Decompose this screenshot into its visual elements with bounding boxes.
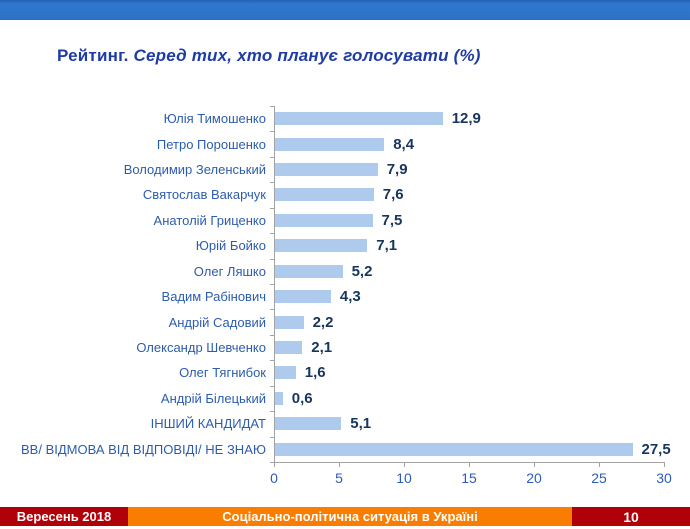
y-axis-line [274,106,275,462]
category-label: Юлія Тимошенко [163,111,266,127]
chart-row: Андрій Білецький 0,6 [0,386,690,411]
y-axis-tick [270,233,274,235]
page-title: Рейтинг. Серед тих, хто планує голосуват… [57,46,657,66]
x-axis-line [270,462,665,463]
value-label: 7,9 [386,161,408,179]
bar [275,315,304,329]
footer-page-number: 10 [572,507,690,526]
value-label: 5,2 [351,262,373,280]
bar [275,442,633,456]
x-axis-tick [664,463,665,467]
bar [275,213,373,227]
chart-row: Олександр Шевченко 2,1 [0,335,690,360]
value-label: 7,5 [381,211,403,229]
bar [275,112,443,126]
y-axis-tick [270,360,274,362]
value-label: 8,4 [393,135,415,153]
chart-row: Володимир Зеленський 7,9 [0,157,690,182]
bar [275,239,368,253]
category-label: Петро Порошенко [156,136,266,152]
bar [275,391,283,405]
chart-row: Олег Тягнибок 1,6 [0,360,690,385]
x-axis-tick-label: 20 [526,470,542,486]
category-label: Анатолій Гриценко [153,212,266,228]
x-axis-tick [339,463,340,467]
x-axis-tick [534,463,535,467]
y-axis-tick [270,207,274,209]
category-label: Вадим Рабінович [161,289,266,305]
value-label: 5,1 [350,415,372,433]
x-axis-tick [469,463,470,467]
value-label: 12,9 [451,110,481,128]
bar [275,417,342,431]
y-axis-tick [270,182,274,184]
rating-bar-chart: Юлія Тимошенко 12,9 Петро Порошенко 8,4 Воло… [0,106,690,496]
chart-row: Юрій Бойко 7,1 [0,233,690,258]
footer-date: Вересень 2018 [0,507,128,526]
footer-report-title: Соціально-політична ситуація в Україні [128,507,572,526]
bar [275,341,303,355]
bar [275,137,385,151]
category-label: ВВ/ ВІДМОВА ВІД ВІДПОВІДІ/ НЕ ЗНАЮ [21,441,266,457]
value-label: 27,5 [641,440,671,458]
y-axis-tick [270,411,274,413]
chart-row: Анатолій Гриценко 7,5 [0,208,690,233]
chart-row: Петро Порошенко 8,4 [0,131,690,156]
value-label: 7,1 [376,237,398,255]
category-label: Андрій Садовий [168,314,266,330]
title-lead: Рейтинг. [57,46,129,65]
value-label: 2,1 [311,339,333,357]
bar [275,163,378,177]
category-label: Олег Тягнибок [179,365,266,381]
chart-row: ВВ/ ВІДМОВА ВІД ВІДПОВІДІ/ НЕ ЗНАЮ 27,5 [0,437,690,462]
chart-row: Юлія Тимошенко 12,9 [0,106,690,131]
top-accent-bar [0,0,690,20]
y-axis-tick [270,131,274,133]
y-axis-tick [270,284,274,285]
bar [275,366,296,380]
x-axis-tick [404,463,405,467]
y-axis-tick [270,258,274,260]
category-label: Володимир Зеленський [123,162,266,178]
category-label: Святослав Вакарчук [142,187,266,203]
chart-row: Святослав Вакарчук 7,6 [0,182,690,207]
y-axis-tick [270,106,274,107]
bar [275,290,331,304]
value-label: 1,6 [304,364,326,382]
x-axis-tick [274,463,275,467]
value-label: 2,2 [312,313,334,331]
category-label: Олександр Шевченко [136,340,266,356]
chart-row: Вадим Рабінович 4,3 [0,284,690,309]
y-axis-tick [270,156,274,158]
chart-row: Олег Ляшко 5,2 [0,259,690,284]
value-label: 4,3 [339,288,361,306]
x-axis-tick [599,463,600,467]
x-axis-tick-label: 0 [270,470,278,486]
chart-row: ІНШИЙ КАНДИДАТ 5,1 [0,411,690,436]
category-label: Юрій Бойко [195,238,266,254]
x-axis-tick-label: 10 [396,470,412,486]
y-axis-tick [270,385,274,387]
value-label: 7,6 [382,186,404,204]
chart-row: Андрій Садовий 2,2 [0,309,690,334]
x-axis-tick-label: 15 [461,470,477,486]
category-label: ІНШИЙ КАНДИДАТ [150,416,266,432]
bar [275,188,374,202]
y-axis-tick [270,309,274,311]
y-axis-tick [270,334,274,336]
x-axis-tick-label: 30 [656,470,672,486]
footer-bar: Вересень 2018 Соціально-політична ситуац… [0,507,690,526]
bar [275,264,343,278]
title-subtitle: Серед тих, хто планує голосувати (%) [133,46,481,65]
category-label: Олег Ляшко [193,263,266,279]
x-axis-tick-label: 5 [335,470,343,486]
x-axis-tick-label: 25 [591,470,607,486]
value-label: 0,6 [291,389,313,407]
y-axis-tick [270,436,274,438]
category-label: Андрій Білецький [160,390,266,406]
